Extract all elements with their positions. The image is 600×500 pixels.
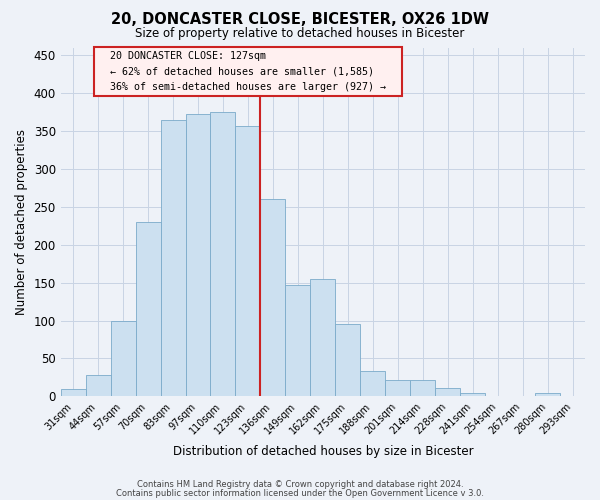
Text: 20 DONCASTER CLOSE: 127sqm
  ← 62% of detached houses are smaller (1,585)
  36% : 20 DONCASTER CLOSE: 127sqm ← 62% of deta… — [98, 52, 398, 92]
X-axis label: Distribution of detached houses by size in Bicester: Distribution of detached houses by size … — [173, 444, 473, 458]
Bar — [335, 324, 360, 396]
Bar — [535, 394, 560, 396]
Text: 20, DONCASTER CLOSE, BICESTER, OX26 1DW: 20, DONCASTER CLOSE, BICESTER, OX26 1DW — [111, 12, 489, 28]
Bar — [385, 380, 410, 396]
Bar — [86, 375, 110, 396]
Text: Contains HM Land Registry data © Crown copyright and database right 2024.: Contains HM Land Registry data © Crown c… — [137, 480, 463, 489]
Bar — [460, 394, 485, 396]
Bar — [61, 389, 86, 396]
Bar — [435, 388, 460, 396]
Bar — [136, 222, 161, 396]
Y-axis label: Number of detached properties: Number of detached properties — [15, 129, 28, 315]
Bar — [110, 320, 136, 396]
Bar — [310, 279, 335, 396]
Bar — [410, 380, 435, 396]
Bar — [235, 126, 260, 396]
Bar — [360, 372, 385, 396]
Text: Contains public sector information licensed under the Open Government Licence v : Contains public sector information licen… — [116, 488, 484, 498]
Bar — [161, 120, 185, 396]
Bar — [260, 199, 286, 396]
Bar — [185, 114, 211, 397]
Bar — [286, 285, 310, 397]
Text: Size of property relative to detached houses in Bicester: Size of property relative to detached ho… — [136, 28, 464, 40]
Bar — [211, 112, 235, 397]
